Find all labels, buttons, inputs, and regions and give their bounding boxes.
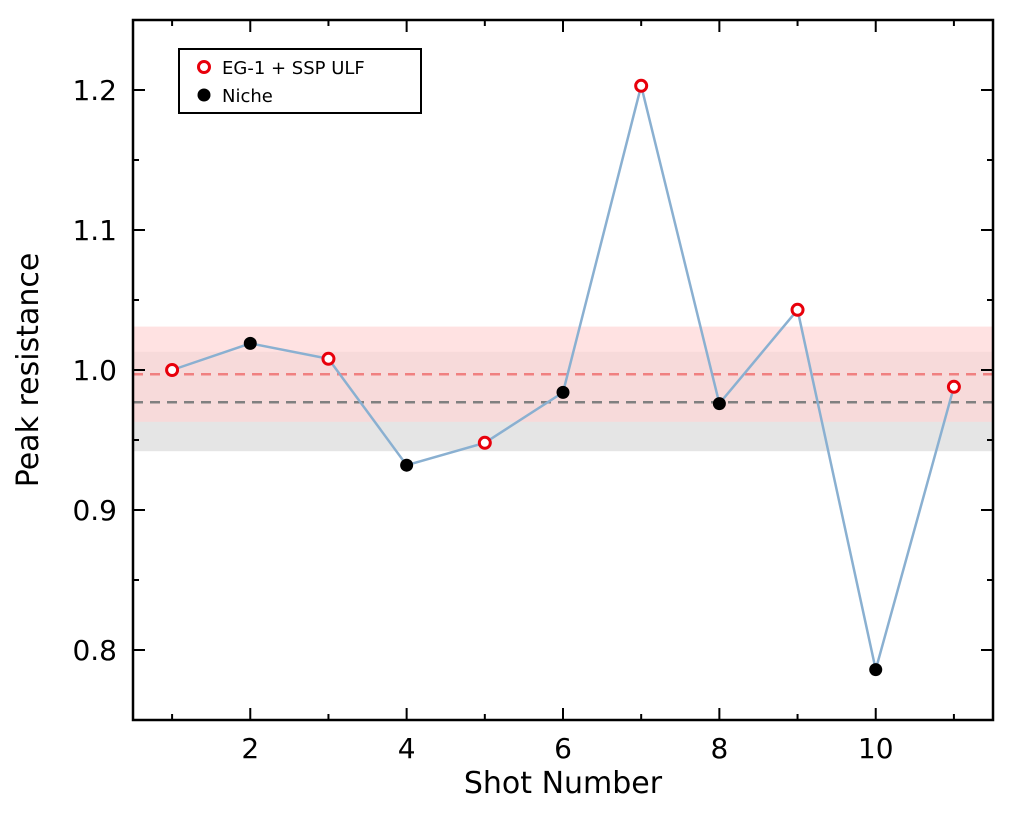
y-tick-label-0.9: 0.9 — [72, 494, 117, 527]
y-tick-label-1.1: 1.1 — [72, 214, 117, 247]
x-tick-label-4: 4 — [398, 732, 416, 765]
point-eg1-shot-11 — [946, 379, 961, 394]
legend-box — [178, 48, 422, 114]
tick-labels: 2 4 6 8 10 0.8 0.9 1.0 1.1 1.2 — [72, 74, 893, 765]
y-tick-label-0.8: 0.8 — [72, 634, 117, 667]
point-niche-shot-8 — [712, 397, 726, 411]
x-tick-label-2: 2 — [241, 732, 259, 765]
point-eg1-shot-1 — [165, 363, 180, 377]
legend-label-niche: Niche — [222, 86, 273, 107]
legend-marker-eg1 — [197, 60, 211, 74]
point-niche-shot-4 — [400, 458, 414, 472]
markers — [165, 78, 961, 677]
legend: EG-1 + SSP ULF Niche — [178, 48, 422, 114]
point-niche-shot-6 — [556, 385, 570, 399]
x-tick-label-6: 6 — [554, 732, 572, 765]
legend-label-eg1: EG-1 + SSP ULF — [222, 58, 365, 79]
y-tick-label-1: 1.0 — [72, 354, 117, 387]
mean-lines — [133, 372, 993, 404]
x-axis-title: Shot Number — [464, 766, 663, 801]
point-eg1-shot-5 — [477, 435, 492, 450]
plot-frame — [131, 18, 995, 722]
point-eg1-shot-3 — [321, 351, 336, 366]
point-niche-shot-10 — [869, 663, 883, 677]
y-tick-label-1.2: 1.2 — [72, 74, 117, 107]
point-eg1-shot-7 — [634, 78, 649, 93]
x-tick-label-8: 8 — [710, 732, 728, 765]
legend-marker-niche — [197, 88, 211, 102]
x-tick-label-10: 10 — [858, 732, 894, 765]
point-niche-shot-2 — [243, 336, 257, 350]
y-axis-title: Peak resistance — [11, 253, 46, 488]
point-eg1-shot-9 — [790, 302, 805, 317]
